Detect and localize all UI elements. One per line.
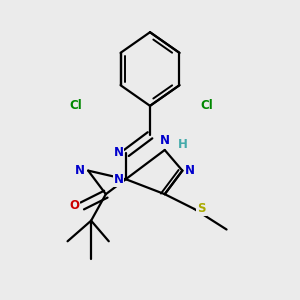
Text: H: H [179, 138, 189, 151]
Text: N: N [75, 164, 85, 177]
Text: Cl: Cl [200, 99, 213, 112]
Text: N: N [185, 164, 195, 177]
Text: Cl: Cl [70, 99, 82, 112]
Text: S: S [197, 202, 206, 215]
Text: N: N [160, 134, 170, 147]
Text: H: H [178, 138, 188, 151]
Text: O: O [69, 200, 79, 212]
Text: N: N [113, 146, 124, 159]
Text: N: N [113, 173, 124, 186]
